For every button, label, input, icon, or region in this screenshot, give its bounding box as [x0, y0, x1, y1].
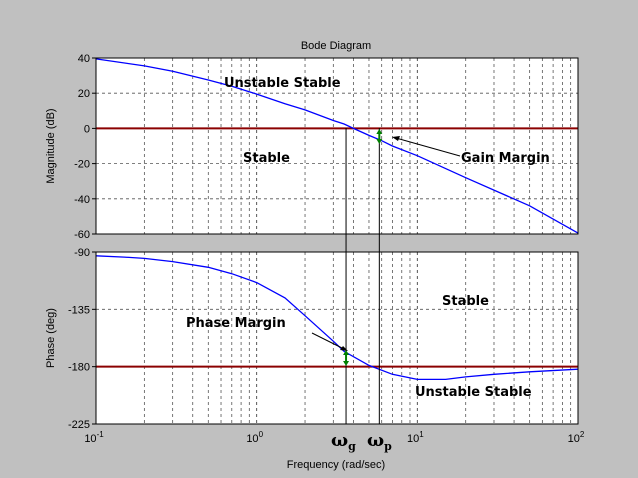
reference-lines	[96, 127, 578, 368]
y-tick-label: -60	[74, 229, 90, 241]
phase-curve	[95, 255, 579, 381]
phase-plot-area	[96, 252, 578, 424]
phase-margin-pointer	[311, 332, 345, 350]
y-tick-label: 0	[84, 123, 90, 135]
magnitude-ylabel: Magnitude (dB)	[45, 108, 57, 183]
annotation-gain-margin: Gain Margin	[461, 151, 550, 166]
gain-margin-pointer	[395, 137, 461, 157]
gain-margin-arrowhead-up	[376, 129, 383, 134]
magnitude-plot-area	[96, 58, 578, 234]
y-tick-label: -180	[68, 362, 90, 374]
magnitude-plot-border	[95, 57, 579, 235]
phase-plot-border	[95, 251, 579, 425]
phase-ylabel: Phase (deg)	[45, 308, 57, 368]
y-tick-label: -20	[74, 159, 90, 171]
annotation-stable-top: Stable	[243, 151, 290, 166]
annotation-phase-margin: Phase Margin	[186, 316, 286, 331]
y-tick-label: -225	[68, 419, 90, 431]
x-tick-label: 10-1	[84, 430, 104, 445]
annotation-unstable-stable-top: Unstable Stable	[224, 76, 341, 91]
grid	[96, 58, 578, 424]
omega-g-label: ωg	[331, 430, 356, 453]
y-tick-label: 20	[78, 88, 90, 100]
omega-p-label: ωp	[367, 430, 392, 453]
magnitude-curve	[95, 58, 579, 234]
x-tick-label: 102	[568, 430, 585, 445]
y-tick-label: -40	[74, 194, 90, 206]
curves	[95, 58, 579, 381]
annotation-stable-bottom: Stable	[442, 294, 489, 309]
y-tick-label: -90	[74, 247, 90, 259]
x-tick-label: 101	[407, 430, 424, 445]
frequency-xlabel: Frequency (rad/sec)	[287, 459, 385, 471]
x-tick-label: 100	[246, 430, 263, 445]
gain-margin-arrowhead-down	[376, 139, 383, 144]
y-tick-label: 40	[78, 53, 90, 65]
chart-title: Bode Diagram	[301, 40, 371, 52]
phase-margin-arrowhead-up	[343, 350, 350, 355]
annotation-unstable-stable-bottom: Unstable Stable	[415, 385, 532, 400]
phase-margin-arrowhead-down	[343, 361, 350, 366]
frequency-markers	[311, 128, 461, 424]
phase-margin-pointer-head	[340, 346, 348, 351]
gain-margin-pointer-head	[392, 136, 400, 141]
y-tick-label: -135	[68, 304, 90, 316]
